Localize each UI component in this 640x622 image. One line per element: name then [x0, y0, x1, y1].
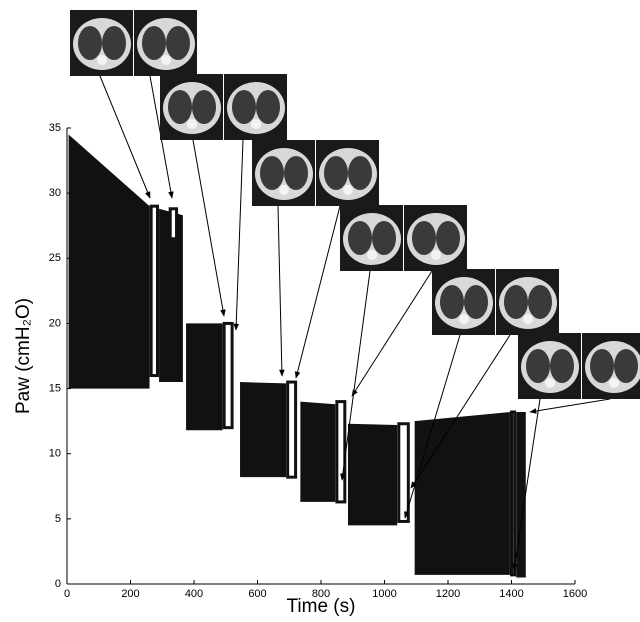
y-tick-label: 5: [55, 513, 61, 525]
hold-maneuver: [149, 204, 159, 378]
ct-lung: [412, 221, 436, 255]
ct-lung: [348, 221, 372, 255]
pressure-band: [186, 323, 223, 431]
ct-insets: [70, 10, 640, 571]
pressure-band: [68, 134, 150, 389]
x-tick-label: 1600: [563, 588, 587, 600]
ct-lung: [528, 285, 552, 319]
arrow: [294, 205, 341, 379]
arrow: [529, 398, 611, 414]
ct-lung: [260, 156, 284, 190]
ct-lung: [504, 285, 528, 319]
x-tick-label: 400: [185, 588, 203, 600]
ct-lung: [78, 26, 102, 60]
y-tick-label: 15: [49, 382, 61, 394]
x-tick-label: 1200: [436, 588, 460, 600]
hold-maneuver: [335, 400, 347, 504]
ct-lung: [284, 156, 308, 190]
ct-lung: [166, 26, 190, 60]
pressure-band: [414, 412, 510, 575]
ct-spine: [459, 314, 469, 324]
arrow: [512, 398, 541, 571]
arrow: [99, 75, 151, 199]
ct-lung: [192, 90, 216, 124]
ct-lung: [102, 26, 126, 60]
x-tick-label: 600: [248, 588, 266, 600]
y-tick-label: 0: [55, 578, 61, 590]
hold-maneuver: [510, 410, 517, 577]
ct-lung: [550, 349, 574, 383]
ct-spine: [343, 185, 353, 195]
arrow: [340, 270, 371, 481]
ct-lung: [348, 156, 372, 190]
y-tick-label: 10: [49, 448, 61, 460]
y-tick-label: 25: [49, 252, 61, 264]
ct-lung: [372, 221, 396, 255]
x-tick-label: 800: [312, 588, 330, 600]
ct-spine: [187, 119, 197, 129]
ct-lung: [168, 90, 192, 124]
y-axis-label: Paw (cmH₂O): [13, 298, 34, 414]
ct-spine: [161, 55, 171, 65]
ct-lung: [614, 349, 638, 383]
pressure-band: [347, 423, 398, 526]
x-tick-label: 1400: [499, 588, 523, 600]
ct-spine: [431, 250, 441, 260]
plot-area: 0 200 400 600 800 1000 1200 1400 1600 0 5 10 15 20 25 3…: [49, 122, 587, 600]
ct-lung: [526, 349, 550, 383]
ct-spine: [545, 378, 555, 388]
pressure-band: [159, 208, 183, 383]
hold-maneuver: [168, 207, 179, 241]
ct-lung: [256, 90, 280, 124]
ct-spine: [279, 185, 289, 195]
arrow: [351, 270, 433, 397]
y-tick-label: 35: [49, 122, 61, 134]
y-tick-label: 30: [49, 187, 61, 199]
ct-spine: [609, 378, 619, 388]
arrow: [192, 139, 226, 317]
arrow: [410, 334, 511, 489]
ct-lung: [464, 285, 488, 319]
ct-lung: [440, 285, 464, 319]
hold-maneuver: [286, 380, 298, 479]
x-tick-label: 1000: [372, 588, 396, 600]
ct-spine: [367, 250, 377, 260]
pressure-band: [516, 412, 526, 578]
arrow: [233, 139, 244, 331]
x-tick-label: 200: [121, 588, 139, 600]
hold-maneuver: [397, 422, 410, 523]
x-tick-label: 0: [64, 588, 70, 600]
pressure-band: [240, 382, 287, 478]
pressure-band: [300, 401, 336, 502]
x-axis-label: Time (s): [287, 596, 356, 617]
ct-lung: [324, 156, 348, 190]
ct-spine: [523, 314, 533, 324]
hold-maneuver: [222, 321, 234, 430]
ct-spine: [251, 119, 261, 129]
ct-lung: [142, 26, 166, 60]
arrow: [277, 205, 285, 377]
y-tick-label: 20: [49, 317, 61, 329]
ct-lung: [590, 349, 614, 383]
ct-lung: [232, 90, 256, 124]
ct-spine: [97, 55, 107, 65]
ct-lung: [436, 221, 460, 255]
